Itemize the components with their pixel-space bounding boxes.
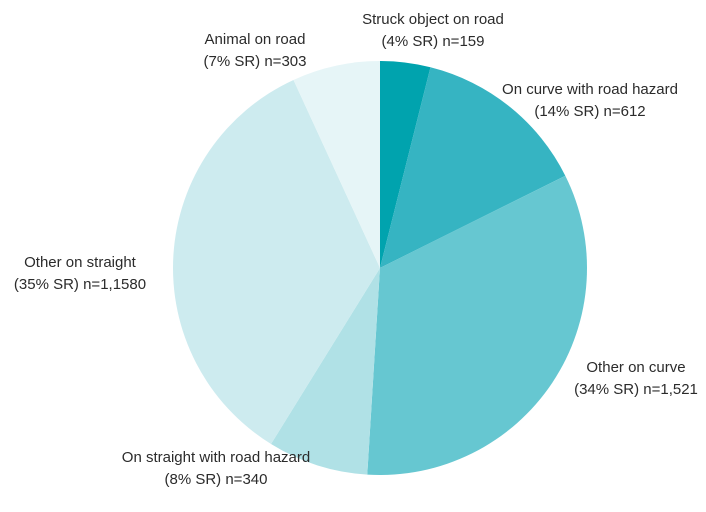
pie-slice [271,268,380,475]
slice-label: Other on curve [586,359,685,376]
pie-slice [380,67,566,268]
slice-value-label: (8% SR) n=340 [165,471,268,488]
slice-label: Animal on road [205,31,306,48]
slice-label: Other on straight [24,254,137,271]
slice-value-label: (14% SR) n=612 [534,103,645,120]
slice-label: On curve with road hazard [502,81,678,98]
pie-slice [293,61,380,268]
pie-slice [380,61,431,268]
slice-label: On straight with road hazard [122,449,310,466]
slice-value-label: (4% SR) n=159 [382,33,485,50]
pie-slice [173,79,380,444]
slice-value-label: (34% SR) n=1,521 [574,381,698,398]
slice-value-label: (35% SR) n=1,1580 [14,276,146,293]
slice-label: Struck object on road [362,11,504,28]
slice-value-label: (7% SR) n=303 [204,53,307,70]
pie-slice [367,175,587,476]
